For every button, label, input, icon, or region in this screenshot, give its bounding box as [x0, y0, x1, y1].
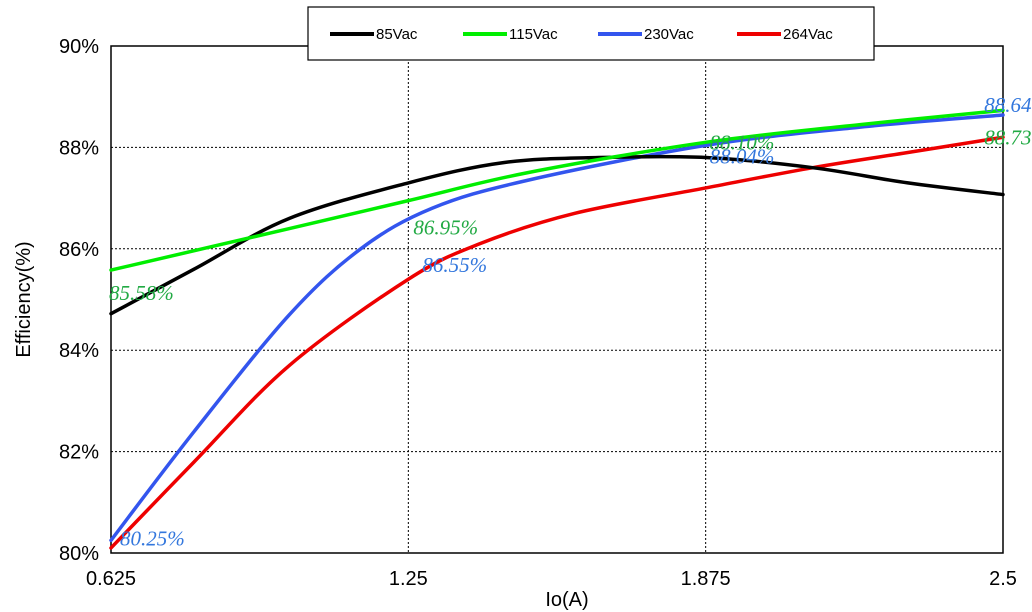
tick-label-layer: 80% 82% 84% 86% 88% 90% 0.625 1.25 1.875 2.5 [59, 36, 1017, 590]
data-label: 80.25% [120, 526, 185, 550]
y-tick-label: 88% [59, 137, 99, 159]
data-label: 88.04% [710, 144, 775, 168]
x-tick-label: 0.625 [86, 568, 136, 590]
x-tick-label: 2.5 [989, 568, 1017, 590]
y-tick-label: 90% [59, 36, 99, 58]
legend-label: 230Vac [644, 26, 694, 43]
data-label-layer: 85.58% 86.95% 88.10% 88.73% 80.25% 86.55% 88.0… [109, 93, 1032, 550]
data-label: 88.64% [984, 93, 1032, 117]
y-axis-title: Efficiency(%) [13, 241, 35, 357]
x-tick-label: 1.875 [681, 568, 731, 590]
legend-label: 115Vac [509, 26, 558, 43]
legend: 85Vac 115Vac 230Vac 264Vac [307, 6, 875, 61]
y-tick-label: 86% [59, 239, 99, 261]
data-label: 88.10% [710, 130, 775, 154]
legend-label: 85Vac [376, 26, 418, 43]
data-label: 86.95% [413, 216, 478, 240]
series-layer [109, 108, 1005, 550]
legend-label: 264Vac [783, 26, 833, 43]
data-label: 86.55% [422, 253, 487, 277]
data-label: 88.73% [984, 125, 1032, 149]
y-tick-label: 80% [59, 543, 99, 565]
y-tick-label: 84% [59, 340, 99, 362]
x-tick-label: 1.25 [389, 568, 428, 590]
data-label: 85.58% [109, 281, 174, 305]
x-axis-title: Io(A) [545, 589, 588, 611]
series-line-264vac [109, 135, 1005, 550]
series-line-85vac [109, 154, 1005, 316]
y-tick-label: 82% [59, 442, 99, 464]
series-line-230vac [109, 113, 1005, 543]
series-line-115vac [109, 108, 1005, 272]
